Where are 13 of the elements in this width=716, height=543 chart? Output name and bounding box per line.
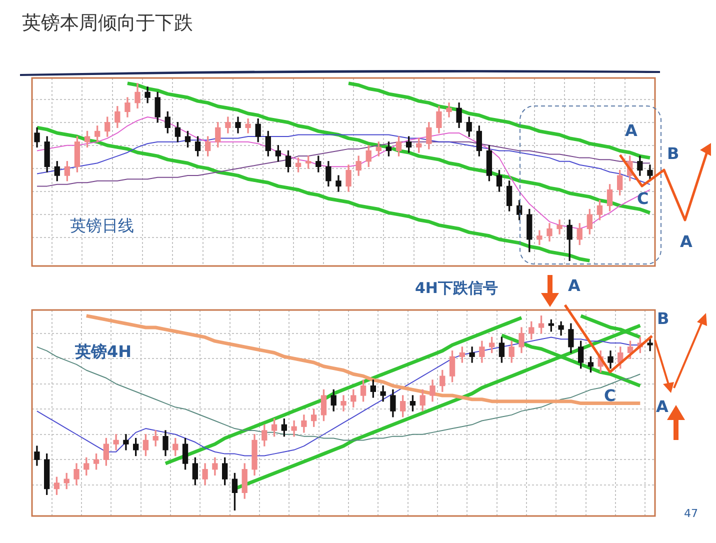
text: B: [657, 309, 670, 328]
text: 47: [684, 507, 698, 520]
annotation: C: [604, 386, 616, 405]
chart-title: 英镑本周倾向于下跌: [22, 11, 193, 36]
text: A: [680, 232, 692, 251]
annotation: 英镑日线: [70, 216, 134, 237]
text: A: [568, 276, 580, 295]
text: A: [656, 397, 668, 416]
text: B: [667, 144, 680, 163]
annotation: C: [637, 189, 649, 208]
annotation: A: [625, 121, 638, 140]
annotation: 英镑4H: [75, 342, 132, 363]
text: 4H下跌信号: [415, 279, 498, 298]
